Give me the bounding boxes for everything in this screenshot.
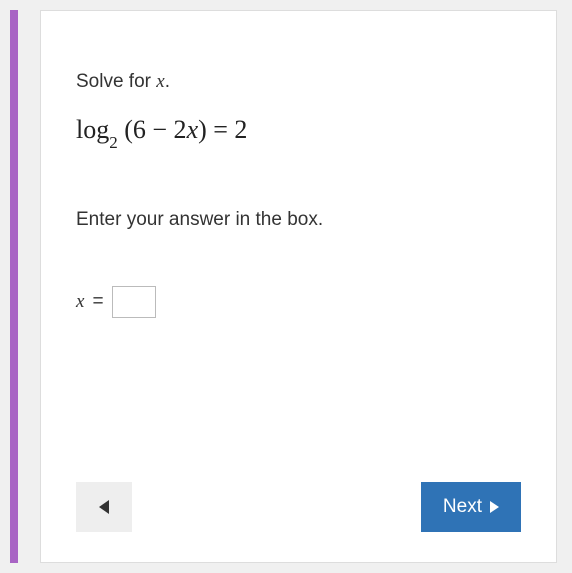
chevron-left-icon <box>99 500 109 514</box>
eq-base: 2 <box>109 133 118 152</box>
eq-arg-close: ) = 2 <box>198 115 247 144</box>
chevron-right-icon <box>490 501 499 513</box>
eq-arg-open: (6 − 2 <box>118 115 187 144</box>
previous-button[interactable] <box>76 482 132 532</box>
eq-log: log <box>76 115 109 144</box>
question-prompt: Solve for x. <box>76 71 521 93</box>
answer-equals: = <box>92 291 103 313</box>
question-card: Solve for x. log2 (6 − 2x) = 2 Enter you… <box>40 10 557 563</box>
next-label: Next <box>443 496 482 518</box>
question-container: Solve for x. log2 (6 − 2x) = 2 Enter you… <box>10 10 557 563</box>
answer-variable: x <box>76 291 84 313</box>
answer-row: x = <box>76 286 521 318</box>
prompt-variable: x <box>156 71 164 92</box>
answer-input[interactable] <box>112 286 156 318</box>
eq-variable: x <box>187 115 199 144</box>
prompt-prefix: Solve for <box>76 71 156 92</box>
nav-row: Next <box>76 482 521 532</box>
answer-instruction: Enter your answer in the box. <box>76 209 521 231</box>
next-button[interactable]: Next <box>421 482 521 532</box>
prompt-suffix: . <box>165 71 170 92</box>
accent-bar <box>10 10 18 563</box>
equation: log2 (6 − 2x) = 2 <box>76 115 521 149</box>
